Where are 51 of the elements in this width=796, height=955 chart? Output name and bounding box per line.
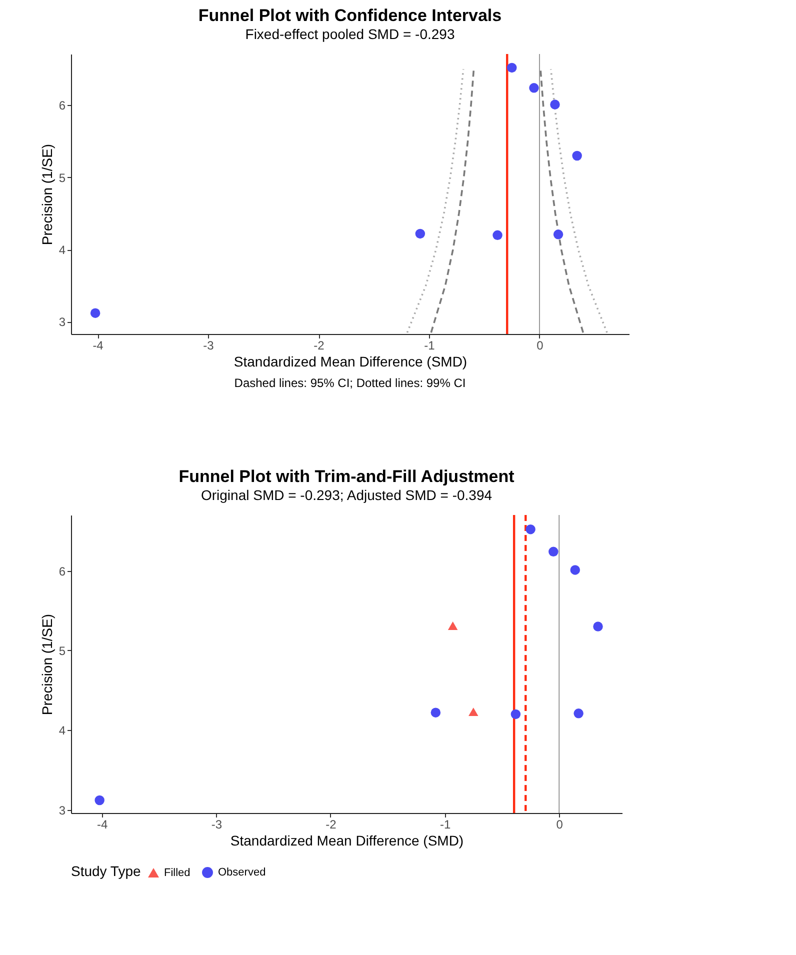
point [570, 565, 580, 575]
point [529, 83, 539, 93]
x-tick-label: -3 [203, 338, 214, 352]
line-series [430, 68, 475, 334]
y-tick-label: 4 [58, 243, 66, 258]
point [468, 708, 478, 716]
y-tick-label: 3 [58, 315, 66, 330]
y-tick-label: 4 [58, 724, 66, 738]
x-tick-label: -1 [440, 818, 451, 832]
point [448, 622, 458, 630]
point [415, 228, 426, 239]
chart-title: Funnel Plot with Confidence Intervals [198, 6, 502, 25]
x-tick-label: -3 [211, 818, 222, 832]
chart-subtitle: Fixed-effect pooled SMD = -0.293 [245, 26, 455, 42]
y-axis-title: Precision (1/SE) [38, 614, 55, 716]
chart-title: Funnel Plot with Trim-and-Fill Adjustment [178, 466, 515, 486]
x-tick-label: -4 [92, 338, 104, 352]
point [553, 230, 564, 240]
x-tick-label: -1 [424, 338, 436, 352]
line-series [550, 68, 608, 334]
point [94, 795, 104, 806]
x-tick-label: -4 [97, 818, 108, 832]
point [550, 100, 560, 110]
point [507, 62, 517, 73]
x-axis-title: Standardized Mean Difference (SMD) [234, 354, 468, 370]
line-series [406, 68, 464, 334]
point [90, 308, 100, 318]
point [492, 230, 502, 240]
chart-subtitle: Original SMD = -0.293; Adjusted SMD = -0.394 [200, 486, 492, 503]
point [510, 709, 521, 720]
legend-title: Study Type [71, 863, 141, 879]
y-tick-label: 6 [58, 564, 66, 578]
legend-label: Filled [164, 866, 190, 879]
y-tick-label: 3 [58, 803, 66, 818]
y-tick-label: 5 [58, 644, 66, 658]
point [593, 622, 603, 632]
point [430, 708, 441, 718]
point [572, 150, 582, 161]
point [574, 708, 584, 718]
y-tick-label: 5 [58, 170, 66, 185]
y-tick-label: 6 [58, 98, 66, 113]
text: Dashed lines: 95% CI; Dotted lines: 99% CI [234, 376, 466, 390]
x-tick-label: -2 [326, 818, 337, 832]
x-axis-title: Standardized Mean Difference (SMD) [230, 832, 464, 848]
x-tick-label: 0 [556, 818, 564, 832]
point [526, 524, 536, 534]
legend-label: Observed [218, 866, 266, 879]
point [548, 546, 558, 557]
x-tick-label: 0 [536, 338, 544, 352]
y-axis-title: Precision (1/SE) [38, 144, 55, 246]
x-tick-label: -2 [314, 338, 325, 352]
